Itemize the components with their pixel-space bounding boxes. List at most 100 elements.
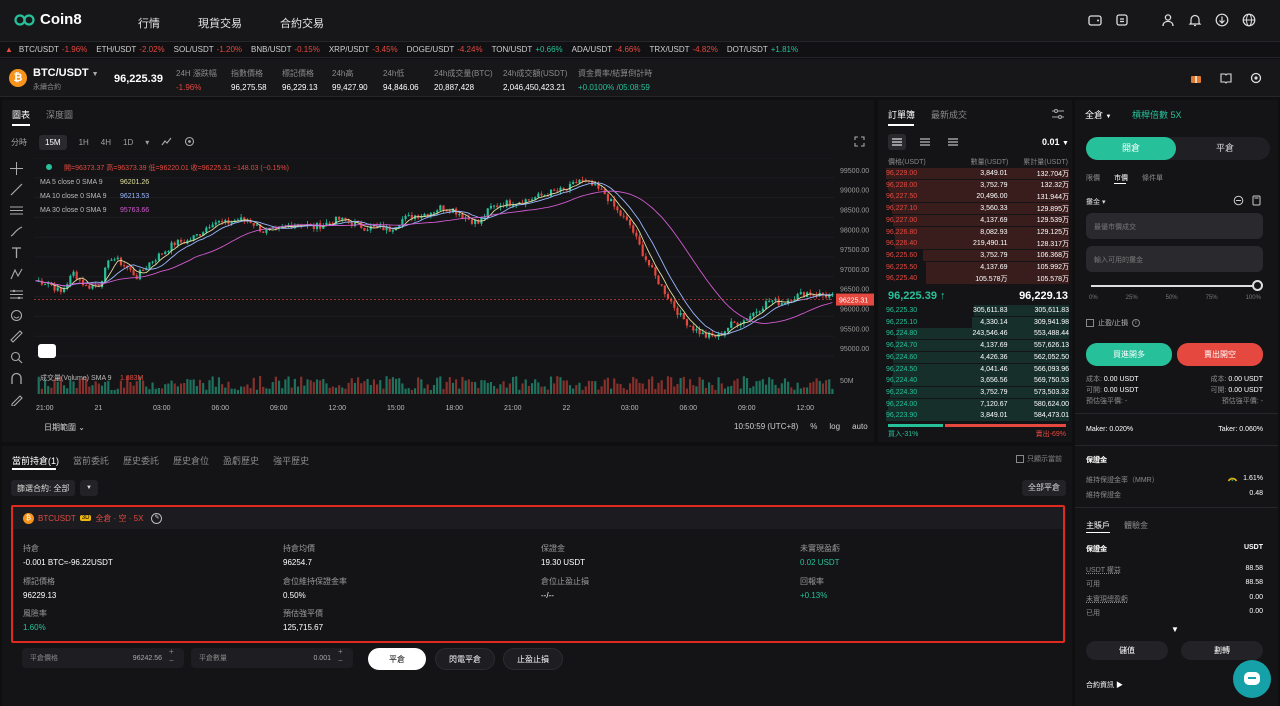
only-current-checkbox[interactable]: 只顯示當前 [1016, 454, 1062, 464]
close-qty-input[interactable]: 平倉數量 0.001 [191, 648, 353, 668]
deposit-button[interactable]: 儲值 [1086, 641, 1168, 660]
stepper-icon[interactable]: + − [169, 647, 174, 665]
magnet-icon[interactable] [10, 372, 23, 385]
ticker-item[interactable]: SOL/USDT -1.20% [174, 45, 242, 54]
tab-chart[interactable]: 圖表 [12, 110, 31, 120]
user-icon[interactable] [1161, 13, 1175, 27]
order-type-condition[interactable]: 條件單 [1142, 175, 1163, 182]
flash-close-button[interactable]: 閃電平倉 [435, 648, 495, 670]
tab-pnl-history[interactable]: 盈虧歷史 [223, 456, 260, 466]
lock-drawing-icon[interactable] [10, 393, 23, 407]
precision-select[interactable]: 0.01 ▼ [1042, 137, 1069, 147]
interval-15m[interactable]: 15M [39, 135, 67, 150]
bid-row[interactable]: 96,224.80 243,546.46 553,488.44 [886, 328, 1069, 340]
bid-row[interactable]: 96,223.90 3,849.01 584,473.01 [886, 410, 1069, 422]
transfer-button[interactable]: 劃轉 [1181, 641, 1263, 660]
tab-orderbook[interactable]: 訂單簿 [888, 110, 916, 120]
interval-4h[interactable]: 4H [100, 138, 112, 147]
bid-row[interactable]: 96,225.30 305,611.83 305,611.83 [886, 305, 1069, 316]
ticker-item[interactable]: ADA/USDT -4.66% [572, 45, 641, 54]
measure-lines-icon[interactable] [10, 288, 23, 301]
ask-row[interactable]: 96,227.00 4,137.69 129.539万 [886, 214, 1069, 226]
ask-row[interactable]: 96,229.00 3,849.01 132.704万 [886, 168, 1069, 179]
ask-row[interactable]: 96,228.00 3,752.79 132.32万 [886, 179, 1069, 191]
globe-icon[interactable] [1242, 13, 1256, 27]
tpsl-button[interactable]: 止盈止損 [503, 648, 563, 670]
ask-row[interactable]: 96,226.40 219,490.11 128.317万 [886, 238, 1069, 250]
edit-icon[interactable]: ✎ [151, 512, 163, 524]
gift-icon[interactable] [1190, 72, 1202, 84]
interval-line[interactable]: 分時 [11, 138, 27, 147]
ask-row[interactable]: 96,227.50 20,496.00 131.944万 [886, 191, 1069, 203]
download-icon[interactable] [1215, 13, 1229, 27]
contract-info-link[interactable]: 合約資訊 ▶ [1086, 682, 1123, 689]
tab-depth[interactable]: 深度圖 [46, 110, 74, 120]
auto-toggle[interactable]: auto [852, 422, 868, 431]
tpsl-checkbox[interactable]: 止盈/止損 i [1086, 318, 1140, 328]
ticker-item[interactable]: BTC/USDT -1.96% [19, 45, 87, 54]
tab-current-positions[interactable]: 當前持倉(1) [12, 456, 59, 466]
amount-slider-handle[interactable] [1252, 280, 1263, 291]
tab-position-history[interactable]: 歷史倉位 [173, 456, 210, 466]
bid-row[interactable]: 96,224.60 4,426.36 562,052.50 [886, 351, 1069, 363]
horizontal-lines-icon[interactable] [10, 204, 23, 217]
contract-filter[interactable]: 篩選合約: 全部 [11, 480, 76, 496]
bid-row[interactable]: 96,224.50 4,041.46 566,093.96 [886, 363, 1069, 375]
filter-dropdown-icon[interactable]: ▼ [80, 480, 98, 496]
tab-trades[interactable]: 最新成交 [931, 110, 968, 120]
ticker-item[interactable]: BNB/USDT -0.15% [251, 45, 320, 54]
fullscreen-icon[interactable] [854, 136, 865, 150]
close-position-button[interactable]: 平倉 [368, 648, 426, 670]
close-all-button[interactable]: 全部平倉 [1022, 480, 1066, 496]
bid-row[interactable]: 96,224.00 7,120.67 580,624.00 [886, 398, 1069, 410]
margin-unit-select[interactable]: 攤金 ▾ [1086, 199, 1106, 206]
filter-settings-icon[interactable] [1052, 108, 1064, 123]
crosshair-icon[interactable] [10, 162, 23, 175]
tab-current-orders[interactable]: 當前委託 [73, 456, 110, 466]
pattern-icon[interactable] [10, 267, 23, 280]
ticker-item[interactable]: TRX/USDT -4.82% [649, 45, 717, 54]
ticker-item[interactable]: DOT/USDT +1.81% [727, 45, 798, 54]
ask-row[interactable]: 96,225.60 3,752.79 106.368万 [886, 249, 1069, 261]
nav-futures[interactable]: 合約交易 [280, 18, 324, 30]
refresh-icon[interactable] [1233, 195, 1244, 209]
view-bids-icon[interactable] [916, 134, 934, 153]
bell-icon[interactable] [1188, 13, 1202, 27]
chart-settings-icon[interactable] [184, 136, 195, 149]
ticker-item[interactable]: DOGE/USDT -4.24% [407, 45, 483, 54]
ask-row[interactable]: 96,226.80 8,082.93 129.125万 [886, 226, 1069, 238]
chat-support-button[interactable] [1233, 660, 1271, 698]
calculator-icon[interactable] [1251, 195, 1262, 209]
view-both-icon[interactable] [888, 134, 906, 150]
trendline-icon[interactable] [10, 183, 23, 196]
tab-order-history[interactable]: 歷史委託 [123, 456, 160, 466]
percent-toggle[interactable]: % [810, 422, 818, 431]
tab-main-account[interactable]: 主賬戶 [1086, 521, 1110, 530]
log-toggle[interactable]: log [829, 422, 841, 431]
stepper-icon[interactable]: + − [338, 647, 343, 665]
emoji-icon[interactable] [10, 309, 23, 322]
tab-liquidation-history[interactable]: 強平歷史 [273, 456, 310, 466]
margin-mode-select[interactable]: 全倉 ▼ [1085, 108, 1111, 121]
tab-trial-fund[interactable]: 體驗金 [1124, 521, 1148, 530]
indicator-icon[interactable] [161, 136, 172, 149]
more-intervals-icon[interactable]: ▾ [145, 138, 150, 147]
bid-row[interactable]: 96,224.70 4,137.69 557,626.13 [886, 340, 1069, 352]
bid-row[interactable]: 96,224.40 3,656.56 569,750.53 [886, 375, 1069, 387]
book-icon[interactable] [1220, 72, 1232, 84]
ruler-icon[interactable] [10, 330, 23, 343]
order-type-market[interactable]: 市價 [1114, 175, 1128, 182]
buy-long-button[interactable]: 買進開多 [1086, 343, 1172, 366]
amount-slider-track[interactable] [1091, 285, 1257, 287]
ask-row[interactable]: 96,225.50 4,137.69 105.992万 [886, 261, 1069, 273]
wallet-icon[interactable] [1088, 13, 1102, 27]
ask-row[interactable]: 96,227.10 3,560.33 129.895万 [886, 203, 1069, 215]
bid-row[interactable]: 96,224.30 3,752.79 573,503.32 [886, 386, 1069, 398]
tradingview-logo-icon[interactable] [38, 344, 56, 358]
settings-icon[interactable] [1250, 72, 1262, 84]
sell-short-button[interactable]: 賣出開空 [1177, 343, 1263, 366]
nav-spot[interactable]: 現貨交易 [198, 18, 242, 30]
view-asks-icon[interactable] [944, 134, 962, 153]
open-tab[interactable]: 開倉 [1086, 137, 1176, 160]
orders-icon[interactable] [1115, 13, 1129, 27]
